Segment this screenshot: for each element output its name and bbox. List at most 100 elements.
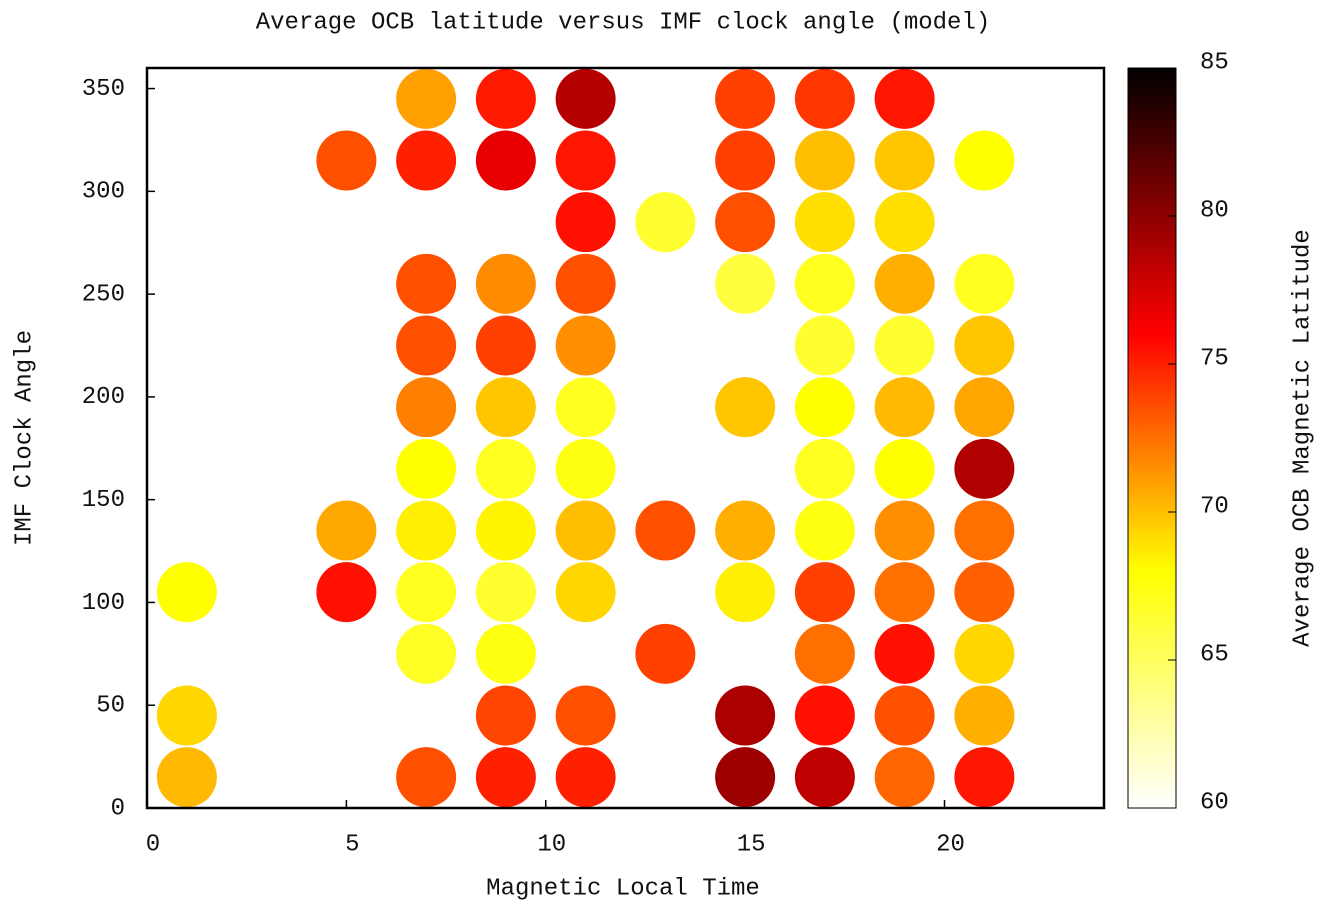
scatter-point [715, 562, 776, 623]
scatter-point [396, 562, 457, 623]
y-axis-label: IMF Clock Angle [11, 330, 38, 546]
scatter-point [715, 253, 776, 314]
scatter-point [715, 747, 776, 808]
scatter-point [475, 130, 536, 191]
y-tick-label: 50 [96, 693, 125, 720]
scatter-point [475, 253, 536, 314]
scatter-point [555, 315, 616, 376]
scatter-point [715, 130, 776, 191]
scatter-point [475, 315, 536, 376]
scatter-point [475, 377, 536, 438]
scatter-point [396, 68, 457, 129]
scatter-point [874, 315, 935, 376]
scatter-point [954, 685, 1015, 746]
scatter-point [555, 747, 616, 808]
scatter-point [794, 68, 855, 129]
scatter-point [715, 685, 776, 746]
scatter-point [555, 253, 616, 314]
scatter-point [954, 130, 1015, 191]
scatter-point [954, 438, 1015, 499]
scatter-point [475, 500, 536, 561]
scatter-point [396, 130, 457, 191]
scatter-point [954, 747, 1015, 808]
scatter-point [475, 562, 536, 623]
colorbar-tick-label: 60 [1200, 789, 1229, 816]
scatter-point [874, 438, 935, 499]
colorbar-tick-label: 80 [1200, 197, 1229, 224]
scatter-point [635, 192, 696, 253]
scatter-point [954, 623, 1015, 684]
y-tick-label: 300 [82, 179, 125, 206]
scatter-point [715, 68, 776, 129]
scatter-point [635, 500, 696, 561]
scatter-point [874, 192, 935, 253]
scatter-point [475, 685, 536, 746]
scatter-point [156, 685, 217, 746]
scatter-point [794, 623, 855, 684]
scatter-point [794, 253, 855, 314]
scatter-point [475, 68, 536, 129]
scatter-point [794, 685, 855, 746]
y-tick-label: 0 [111, 795, 125, 822]
scatter-point [555, 562, 616, 623]
scatter-point [874, 130, 935, 191]
scatter-point [954, 315, 1015, 376]
scatter-point [874, 377, 935, 438]
scatter-point [954, 377, 1015, 438]
plot-frame [145, 66, 1106, 810]
y-tick-label: 150 [82, 487, 125, 514]
scatter-point [156, 747, 217, 808]
colorbar [1127, 67, 1177, 809]
scatter-point [555, 377, 616, 438]
colorbar-tick-label: 65 [1200, 641, 1229, 668]
scatter-point [794, 130, 855, 191]
colorbar-tick-label: 85 [1200, 49, 1229, 76]
y-tick-label: 100 [82, 590, 125, 617]
scatter-point [794, 192, 855, 253]
scatter-point [874, 68, 935, 129]
scatter-point [396, 747, 457, 808]
x-tick-label: 15 [737, 831, 766, 858]
scatter-point [715, 192, 776, 253]
scatter-point [396, 438, 457, 499]
scatter-point [954, 562, 1015, 623]
scatter-point [954, 500, 1015, 561]
scatter-point [555, 685, 616, 746]
scatter-point [316, 130, 377, 191]
scatter-point [874, 685, 935, 746]
scatter-point [794, 747, 855, 808]
x-axis-label: Magnetic Local Time [486, 875, 760, 902]
scatter-point [794, 500, 855, 561]
scatter-point [316, 562, 377, 623]
scatter-point [396, 377, 457, 438]
scatter-point [794, 315, 855, 376]
x-tick-label: 0 [146, 831, 160, 858]
scatter-point [715, 500, 776, 561]
scatter-point [874, 500, 935, 561]
x-tick-label: 5 [345, 831, 359, 858]
chart-title: Average OCB latitude versus IMF clock an… [256, 9, 991, 36]
scatter-point [156, 562, 217, 623]
colorbar-tick-label: 75 [1200, 345, 1229, 372]
scatter-point [794, 562, 855, 623]
scatter-point [555, 192, 616, 253]
x-tick-label: 20 [936, 831, 965, 858]
scatter-point [874, 562, 935, 623]
scatter-point [396, 623, 457, 684]
scatter-point [316, 500, 377, 561]
scatter-point [396, 315, 457, 376]
x-tick-label: 10 [537, 831, 566, 858]
scatter-point [874, 623, 935, 684]
scatter-point [555, 68, 616, 129]
y-tick-label: 250 [82, 281, 125, 308]
scatter-point [555, 130, 616, 191]
scatter-point [794, 377, 855, 438]
scatter-point [475, 438, 536, 499]
scatter-point [794, 438, 855, 499]
scatter-point [874, 253, 935, 314]
colorbar-tick-label: 70 [1200, 493, 1229, 520]
scatter-point [396, 500, 457, 561]
y-tick-label: 350 [82, 76, 125, 103]
